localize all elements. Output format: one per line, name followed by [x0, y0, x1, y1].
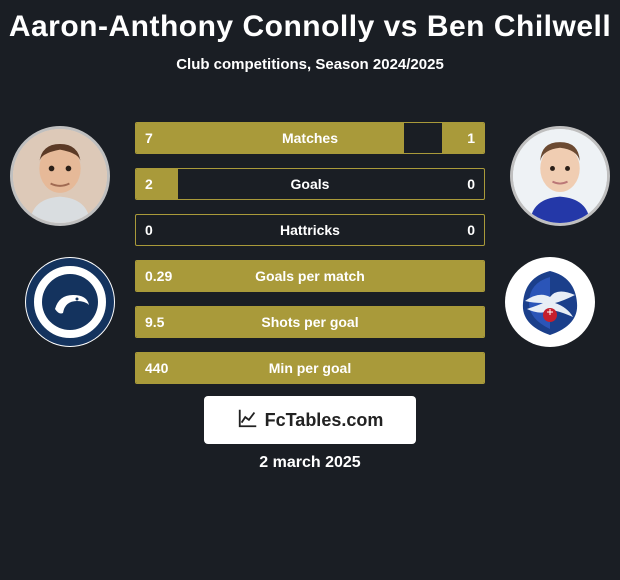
- stat-value-right: 0: [457, 214, 485, 246]
- stat-value-right: 1: [457, 122, 485, 154]
- stat-fill-left: [136, 123, 404, 153]
- stat-value-right: [465, 260, 485, 292]
- watermark-text: FcTables.com: [265, 410, 384, 431]
- stat-value-right: [465, 352, 485, 384]
- stat-gap: [404, 123, 442, 153]
- subtitle: Club competitions, Season 2024/2025: [0, 56, 620, 73]
- club-left-logo: [25, 257, 115, 347]
- stats-bars: 71Matches20Goals00Hattricks0.29Goals per…: [135, 122, 485, 398]
- stat-track: [135, 306, 485, 338]
- stat-row: 440Min per goal: [135, 352, 485, 384]
- page-title: Aaron-Anthony Connolly vs Ben Chilwell: [0, 0, 620, 44]
- stat-value-left: 0: [135, 214, 163, 246]
- stat-track: [135, 352, 485, 384]
- stat-row: 20Goals: [135, 168, 485, 200]
- stat-fill-left: [136, 261, 484, 291]
- stat-track: [135, 122, 485, 154]
- stat-row: 71Matches: [135, 122, 485, 154]
- stat-gap: [136, 215, 484, 245]
- chart-icon: [237, 407, 259, 434]
- stat-row: 9.5Shots per goal: [135, 306, 485, 338]
- stat-value-left: 440: [135, 352, 178, 384]
- player-right-avatar: [510, 126, 610, 226]
- stat-row: 00Hattricks: [135, 214, 485, 246]
- stat-fill-left: [136, 353, 484, 383]
- date: 2 march 2025: [0, 454, 620, 472]
- stat-gap: [178, 169, 484, 199]
- stat-value-left: 7: [135, 122, 163, 154]
- stat-track: [135, 260, 485, 292]
- player-left-avatar: [10, 126, 110, 226]
- stat-value-left: 9.5: [135, 306, 174, 338]
- watermark: FcTables.com: [204, 396, 416, 444]
- stat-value-left: 2: [135, 168, 163, 200]
- club-right-logo: [505, 257, 595, 347]
- stat-value-left: 0.29: [135, 260, 182, 292]
- stat-value-right: [465, 306, 485, 338]
- stat-track: [135, 168, 485, 200]
- stat-row: 0.29Goals per match: [135, 260, 485, 292]
- stat-fill-left: [136, 307, 484, 337]
- stat-track: [135, 214, 485, 246]
- stat-value-right: 0: [457, 168, 485, 200]
